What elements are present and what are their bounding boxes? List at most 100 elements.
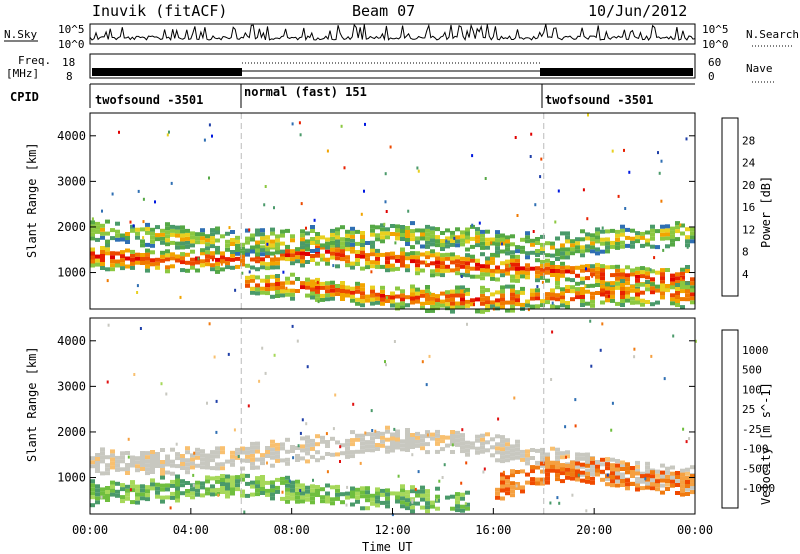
heatmap-cell bbox=[425, 493, 430, 498]
heatmap-cell bbox=[370, 260, 375, 265]
heatmap-cell bbox=[640, 270, 645, 275]
heatmap-cell bbox=[400, 488, 405, 493]
heatmap-cell bbox=[205, 250, 210, 255]
heatmap-cell bbox=[505, 458, 510, 463]
heatmap-cell bbox=[680, 267, 685, 272]
cpid-segment-2: normal (fast) 151 bbox=[244, 85, 367, 99]
heatmap-cell bbox=[565, 463, 570, 468]
heatmap-cell bbox=[275, 242, 280, 247]
heatmap-cell bbox=[240, 489, 245, 494]
heatmap-cell bbox=[530, 132, 533, 136]
heatmap-cell bbox=[530, 266, 535, 271]
heatmap-cell bbox=[606, 473, 609, 477]
heatmap-cell bbox=[590, 245, 595, 250]
heatmap-cell bbox=[170, 447, 175, 452]
heatmap-cell bbox=[205, 475, 210, 480]
heatmap-cell bbox=[410, 445, 415, 449]
heatmap-cell bbox=[266, 242, 269, 246]
heatmap-cell bbox=[460, 496, 465, 501]
heatmap-cell bbox=[570, 476, 575, 481]
heatmap-cell bbox=[385, 299, 390, 303]
heatmap-cell bbox=[500, 249, 505, 254]
heatmap-cell bbox=[460, 238, 465, 243]
heatmap-cell bbox=[380, 435, 385, 440]
heatmap-cell bbox=[210, 492, 215, 497]
heatmap-cell bbox=[445, 256, 450, 261]
heatmap-cell bbox=[165, 495, 170, 500]
heatmap-cell bbox=[400, 251, 405, 256]
heatmap-cell bbox=[575, 291, 580, 296]
heatmap-cell bbox=[355, 437, 360, 442]
heatmap-cell bbox=[605, 245, 610, 250]
heatmap-cell bbox=[305, 243, 310, 248]
heatmap-cell bbox=[135, 260, 140, 265]
heatmap-cell bbox=[655, 229, 660, 234]
heatmap-cell bbox=[615, 483, 620, 488]
heatmap-cell bbox=[190, 257, 195, 262]
heatmap-cell bbox=[255, 248, 260, 253]
heatmap-cell bbox=[275, 286, 280, 290]
heatmap-cell bbox=[425, 260, 428, 264]
heatmap-cell bbox=[390, 440, 395, 445]
heatmap-cell bbox=[130, 484, 135, 489]
heatmap-cell bbox=[660, 159, 663, 163]
heatmap-cell bbox=[170, 256, 175, 261]
heatmap-cell bbox=[235, 475, 240, 480]
heatmap-cell bbox=[315, 289, 320, 294]
heatmap-cell bbox=[330, 236, 335, 241]
heatmap-cell bbox=[685, 137, 688, 141]
heatmap-cell bbox=[480, 297, 485, 302]
heatmap-cell bbox=[635, 231, 640, 236]
heatmap-cell bbox=[505, 263, 510, 268]
heatmap-cell bbox=[505, 259, 510, 264]
heatmap-cell bbox=[365, 298, 370, 303]
heatmap-cell bbox=[125, 236, 130, 240]
heatmap-cell bbox=[465, 502, 470, 507]
heatmap-cell bbox=[295, 259, 300, 264]
heatmap-cell bbox=[265, 251, 270, 256]
heatmap-cell bbox=[168, 130, 170, 134]
heatmap-cell bbox=[551, 301, 554, 305]
heatmap-cell bbox=[270, 282, 275, 287]
heatmap-cell bbox=[115, 229, 120, 234]
heatmap-cell bbox=[665, 487, 670, 491]
heatmap-cell bbox=[110, 251, 115, 256]
heatmap-cell bbox=[501, 242, 503, 246]
heatmap-cell bbox=[270, 443, 275, 448]
heatmap-cell bbox=[515, 455, 520, 460]
heatmap-cell bbox=[115, 259, 120, 264]
heatmap-cell bbox=[450, 438, 455, 442]
heatmap-cell bbox=[670, 483, 675, 488]
heatmap-cell bbox=[90, 460, 95, 465]
heatmap-cell bbox=[515, 486, 520, 490]
heatmap-cell bbox=[590, 468, 595, 473]
heatmap-cell bbox=[555, 252, 560, 257]
heatmap-cell bbox=[565, 475, 570, 480]
freq-frame bbox=[89, 53, 696, 79]
heatmap-cell bbox=[580, 472, 585, 477]
heatmap-cell bbox=[300, 245, 305, 250]
heatmap-cell bbox=[425, 236, 430, 241]
heatmap-cell bbox=[530, 242, 535, 247]
heatmap-cell bbox=[265, 235, 270, 240]
heatmap-cell bbox=[145, 252, 150, 257]
heatmap-cell bbox=[270, 496, 275, 501]
heatmap-cell bbox=[625, 294, 630, 299]
heatmap-cell bbox=[345, 263, 350, 268]
heatmap-cell bbox=[570, 472, 575, 477]
heatmap-cell bbox=[320, 455, 325, 460]
heatmap-cell bbox=[100, 451, 105, 456]
heatmap-cell bbox=[360, 287, 365, 292]
heatmap-cell bbox=[280, 446, 285, 451]
heatmap-cell bbox=[210, 488, 215, 493]
heatmap-cell bbox=[410, 229, 415, 234]
heatmap-cell bbox=[640, 235, 645, 240]
heatmap-cell bbox=[355, 258, 360, 262]
heatmap-cell bbox=[185, 240, 190, 245]
heatmap-cell bbox=[180, 260, 185, 265]
heatmap-cell bbox=[520, 286, 525, 291]
heatmap-cell bbox=[495, 290, 500, 295]
heatmap-cell bbox=[195, 240, 200, 245]
heatmap-cell bbox=[550, 288, 555, 293]
heatmap-cell bbox=[325, 440, 330, 444]
